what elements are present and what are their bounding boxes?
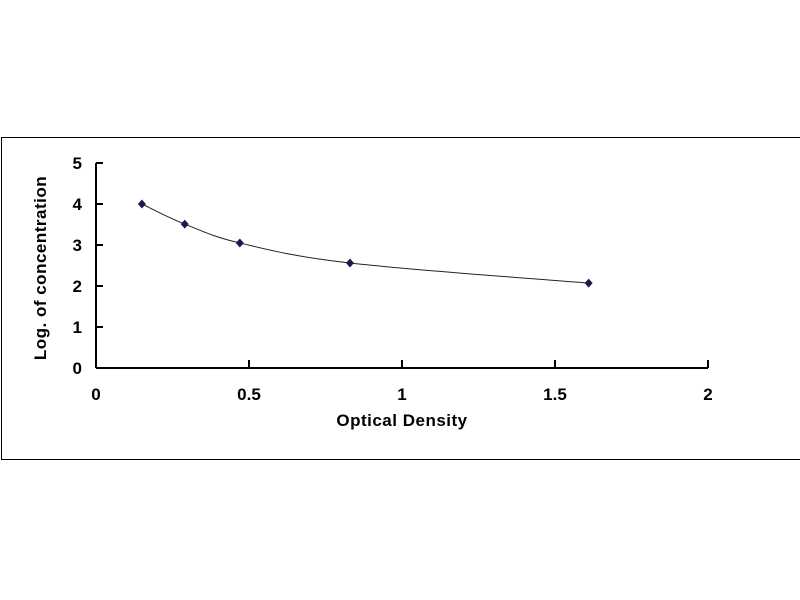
x-tick-label: 0 — [91, 385, 100, 404]
y-tick-label: 4 — [73, 195, 83, 214]
y-tick-label: 2 — [73, 277, 82, 296]
y-tick-label: 1 — [73, 318, 82, 337]
chart-frame — [1, 137, 800, 460]
y-axis-label: Log. of concentration — [31, 176, 50, 360]
y-tick-label: 5 — [73, 154, 82, 173]
y-tick-label: 3 — [73, 236, 82, 255]
data-point — [137, 199, 146, 209]
data-point — [584, 278, 593, 288]
data-point — [180, 219, 189, 229]
data-point — [345, 258, 354, 268]
y-tick-label: 0 — [73, 359, 82, 378]
x-tick-label: 1.5 — [543, 385, 567, 404]
x-axis-label: Optical Density — [336, 411, 467, 430]
data-point — [235, 238, 244, 248]
x-tick-label: 0.5 — [237, 385, 261, 404]
x-tick-label: 1 — [397, 385, 406, 404]
series-line — [141, 203, 589, 284]
x-tick-label: 2 — [703, 385, 712, 404]
